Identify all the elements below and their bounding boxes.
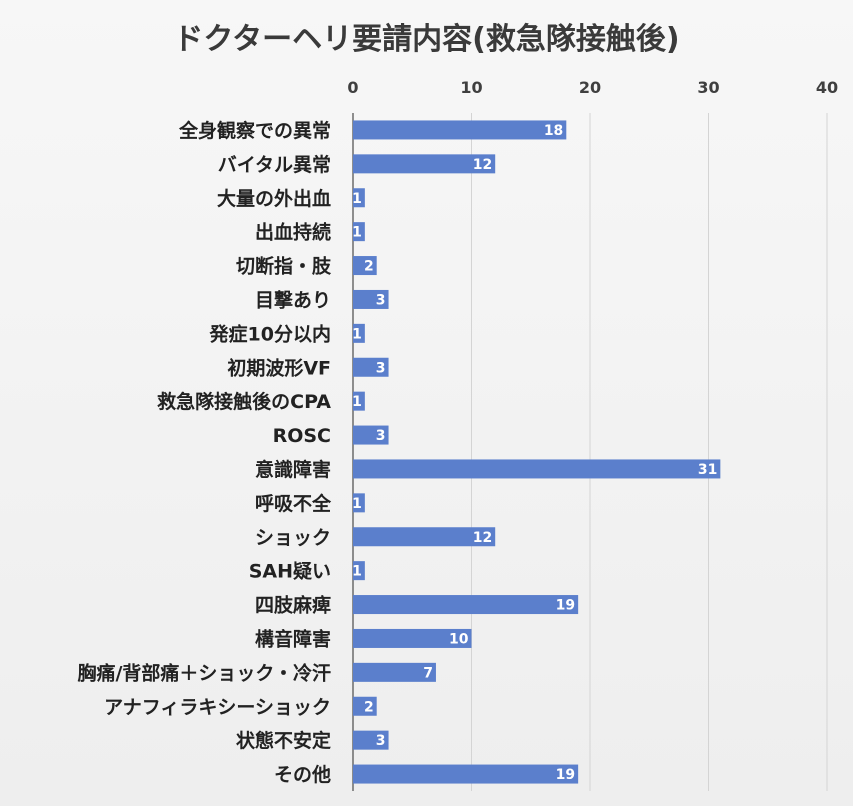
data-label: 18: [544, 123, 563, 139]
data-label: 19: [556, 767, 575, 783]
bar: [353, 595, 579, 615]
bar: [353, 561, 365, 581]
category-label: 意識障害: [255, 458, 331, 481]
bar: [353, 188, 365, 208]
category-label: ROSC: [273, 425, 331, 447]
category-label: SAH疑い: [249, 561, 331, 583]
category-label: ショック: [255, 527, 331, 549]
x-tick-label: 20: [579, 78, 601, 97]
data-label: 12: [473, 530, 492, 546]
bar: [353, 459, 721, 479]
bar: [353, 527, 496, 547]
x-tick-label: 0: [347, 78, 358, 97]
category-label: 四肢麻痺: [255, 594, 331, 617]
data-label: 1: [352, 191, 362, 207]
category-label: 胸痛/背部痛＋ショック・冷汗: [77, 661, 331, 684]
bar: [353, 425, 389, 445]
bar: [353, 764, 579, 784]
bar: [353, 662, 436, 682]
data-label: 3: [376, 733, 386, 749]
data-label: 12: [473, 157, 492, 173]
bar: [353, 357, 389, 377]
data-label: 1: [352, 564, 362, 580]
category-label: 出血持続: [255, 221, 331, 244]
x-tick-label: 40: [816, 78, 838, 97]
category-label: 発症10分以内: [209, 322, 331, 345]
category-label: 全身観察での異常: [178, 119, 331, 142]
data-label: 2: [364, 259, 374, 275]
bar: [353, 289, 389, 309]
data-label: 10: [449, 631, 469, 647]
category-label: その他: [274, 763, 331, 786]
data-label: 2: [364, 699, 374, 715]
data-label: 3: [376, 360, 386, 376]
category-label: 呼吸不全: [255, 492, 332, 515]
category-label: 状態不安定: [236, 729, 331, 752]
bars: [353, 120, 721, 784]
data-label: 7: [423, 665, 433, 681]
bar: [353, 696, 377, 716]
x-tick-label: 10: [460, 78, 482, 97]
category-label: バイタル異常: [218, 153, 331, 176]
data-label: 31: [698, 462, 717, 478]
bar: [353, 628, 472, 648]
data-label: 1: [352, 394, 362, 410]
category-label: 救急隊接触後のCPA: [157, 390, 331, 413]
gridlines: [352, 113, 828, 791]
bar: [353, 256, 377, 276]
category-label: 目撃あり: [255, 288, 331, 311]
bar: [353, 154, 496, 174]
category-label: 初期波形VF: [227, 356, 331, 379]
category-label: 大量の外出血: [217, 187, 331, 210]
data-label: 3: [376, 292, 386, 308]
x-tick-label: 30: [697, 78, 719, 97]
category-label: 切断指・肢: [236, 255, 332, 278]
bar: [353, 222, 365, 242]
chart-title: ドクターヘリ要請内容(救急隊接触後): [173, 22, 680, 57]
bar: [353, 323, 365, 343]
data-label: 3: [376, 428, 386, 444]
bar: [353, 730, 389, 750]
data-label: 1: [352, 326, 362, 342]
category-label: アナフィラキシーショック: [104, 696, 331, 718]
data-label: 1: [352, 496, 362, 512]
data-label: 1: [352, 225, 362, 241]
bar: [353, 493, 365, 513]
bar: [353, 391, 365, 411]
data-label: 19: [556, 598, 575, 614]
category-label: 構音障害: [255, 627, 331, 650]
bar: [353, 120, 567, 140]
